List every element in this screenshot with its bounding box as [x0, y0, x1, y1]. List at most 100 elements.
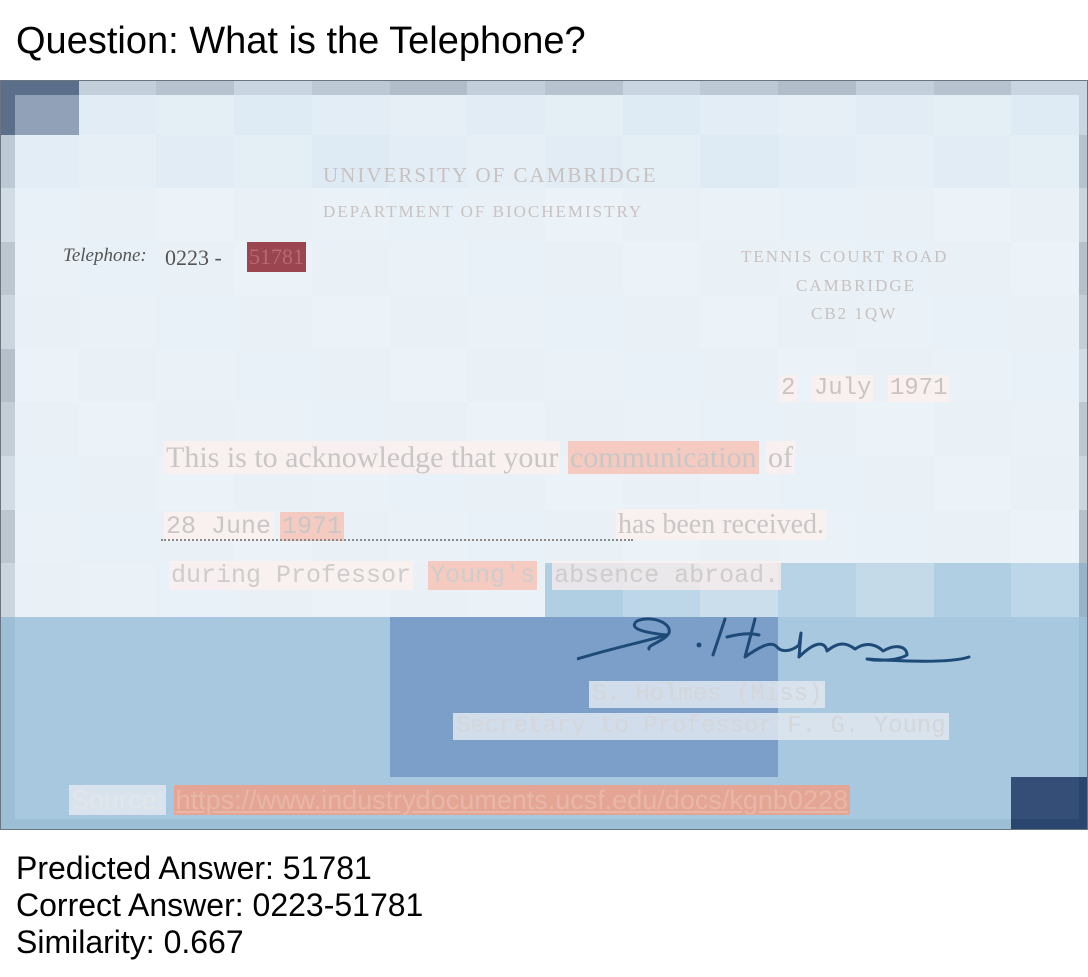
- heatmap-cell: [78, 616, 157, 671]
- body-line-3: during Professor Young's absence abroad.: [169, 561, 782, 590]
- body-line-2-b: 1971: [280, 512, 345, 541]
- body-line-3-c: absence abroad.: [552, 561, 782, 590]
- heatmap-cell: [78, 563, 157, 617]
- heatmap-cell: [1011, 670, 1087, 724]
- heatmap-cell: [622, 348, 701, 403]
- heatmap-cell: [933, 402, 1012, 456]
- body-line-1-c: of: [766, 441, 796, 474]
- heatmap-cell: [156, 134, 235, 189]
- heatmap-cell: [156, 616, 235, 671]
- heatmap-cell: [700, 134, 779, 189]
- body-line-2-a: 28 June: [164, 512, 274, 541]
- heatmap-cell: [78, 241, 157, 296]
- heatmap-cell: [1011, 777, 1087, 829]
- heatmap-cell: [156, 348, 235, 403]
- dotted-line: [161, 539, 633, 541]
- heatmap-cell: [933, 563, 1012, 617]
- heatmap-cell: [933, 456, 1012, 510]
- signatory-title-text: Secretary to Professor F. G. Young: [453, 713, 949, 740]
- date-month: July: [811, 375, 874, 402]
- heatmap-cell: [1011, 616, 1087, 671]
- heatmap-cell: [78, 456, 157, 510]
- heatmap-cell: [156, 723, 235, 778]
- handwritten-signature: [577, 617, 971, 663]
- heatmap-cell: [700, 188, 779, 242]
- heatmap-cell: [622, 295, 701, 349]
- date-day: 2: [779, 375, 798, 402]
- heatmap-cell: [311, 81, 390, 135]
- heatmap-cell: [778, 563, 856, 617]
- telephone-prefix-text: 0223 -: [165, 245, 222, 270]
- heatmap-cell: [78, 188, 157, 242]
- heatmap-cell: [1, 241, 79, 296]
- heatmap-cell: [933, 134, 1012, 189]
- heatmap-cell: [311, 723, 390, 778]
- body-line-1-a: This is to acknowledge that your: [164, 441, 561, 474]
- heatmap-cell: [389, 348, 468, 403]
- heatmap-cell: [467, 188, 545, 242]
- heatmap-cell: [78, 295, 157, 349]
- heatmap-cell: [156, 670, 235, 724]
- heatmap-cell: [545, 81, 623, 135]
- heatmap-cell: [545, 295, 623, 349]
- heatmap-cell: [1, 456, 79, 510]
- document-image: UNIVERSITY OF CAMBRIDGE DEPARTMENT OF BI…: [0, 80, 1088, 830]
- heatmap-cell: [467, 134, 545, 189]
- heatmap-cell: [855, 295, 934, 349]
- heatmap-cell: [1011, 723, 1087, 778]
- heatmap-cell: [855, 241, 934, 296]
- heatmap-cell: [389, 241, 468, 296]
- heatmap-cell: [933, 81, 1012, 135]
- heatmap-cell: [311, 295, 390, 349]
- heatmap-cell: [933, 295, 1012, 349]
- source-line: Source: https://www.industrydocuments.uc…: [69, 785, 850, 816]
- heatmap-cell: [1, 81, 79, 135]
- source-link[interactable]: https://www.industrydocuments.ucsf.edu/d…: [173, 785, 850, 815]
- correct-answer: Correct Answer: 0223-51781: [16, 887, 424, 923]
- heatmap-cell: [467, 509, 545, 564]
- heatmap-cell: [1011, 563, 1087, 617]
- letterhead-university: UNIVERSITY OF CAMBRIDGE: [323, 163, 658, 187]
- heatmap-cell: [1, 509, 79, 564]
- heatmap-cell: [467, 348, 545, 403]
- heatmap-cell: [545, 509, 623, 564]
- heatmap-cell: [78, 402, 157, 456]
- heatmap-cell: [622, 81, 701, 135]
- letterhead-department: DEPARTMENT OF BIOCHEMISTRY: [323, 202, 644, 221]
- heatmap-cell: [78, 723, 157, 778]
- heatmap-cell: [778, 188, 856, 242]
- heatmap-cell: [1011, 509, 1087, 564]
- results-panel: Predicted Answer: 51781 Correct Answer: …: [16, 850, 423, 961]
- heatmap-cell: [311, 188, 390, 242]
- heatmap-cell: [778, 134, 856, 189]
- heatmap-cell: [1011, 241, 1087, 296]
- body-line-2: 28 June 1971 has been received.: [164, 509, 827, 541]
- heatmap-cell: [1, 777, 79, 829]
- heatmap-cell: [545, 188, 623, 242]
- heatmap-cell: [311, 134, 390, 189]
- heatmap-cell: [1011, 402, 1087, 456]
- heatmap-cell: [933, 509, 1012, 564]
- heatmap-cell: [467, 295, 545, 349]
- heatmap-cell: [700, 348, 779, 403]
- heatmap-cell: [234, 616, 312, 671]
- heatmap-cell: [234, 134, 312, 189]
- heatmap-cell: [1011, 188, 1087, 242]
- heatmap-cell: [778, 81, 856, 135]
- source-label: Source:: [69, 785, 167, 815]
- heatmap-cell: [855, 777, 934, 829]
- heatmap-cell: [700, 241, 779, 296]
- question-text: Question: What is the Telephone?: [16, 20, 586, 62]
- heatmap-cell: [389, 188, 468, 242]
- heatmap-cell: [1011, 348, 1087, 403]
- heatmap-cell: [1, 402, 79, 456]
- heatmap-cell: [1011, 81, 1087, 135]
- heatmap-cell: [156, 81, 235, 135]
- heatmap-cell: [234, 348, 312, 403]
- heatmap-cell: [78, 134, 157, 189]
- document-text-layer: UNIVERSITY OF CAMBRIDGE DEPARTMENT OF BI…: [1, 81, 1087, 829]
- heatmap-cell: [545, 241, 623, 296]
- body-line-2-c: has been received.: [616, 509, 827, 540]
- address-line-3: CB2 1QW: [811, 304, 898, 323]
- heatmap-cell: [389, 295, 468, 349]
